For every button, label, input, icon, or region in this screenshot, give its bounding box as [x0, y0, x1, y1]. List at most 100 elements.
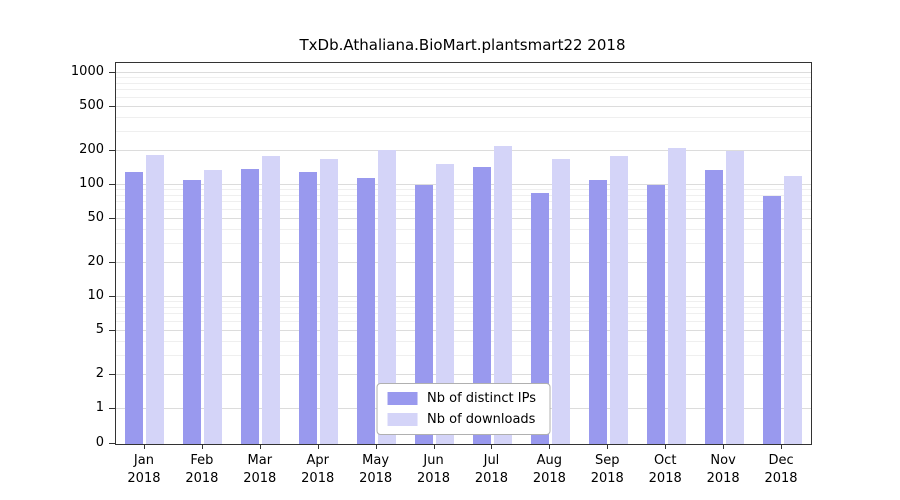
- x-tick-month: Aug: [536, 453, 563, 468]
- bar-downloads: [667, 147, 686, 444]
- bar-distinct-ips: [646, 185, 665, 444]
- x-tick-month: Apr: [306, 453, 329, 468]
- bar-downloads: [783, 176, 802, 444]
- bar-downloads: [204, 170, 223, 444]
- x-tick-year: 2018: [416, 471, 451, 486]
- x-tick-label: Mar 2018: [231, 452, 289, 488]
- y-tick-mark: [109, 72, 115, 73]
- x-tick-label: Sep 2018: [578, 452, 636, 488]
- major-gridline: [116, 72, 811, 73]
- bar-distinct-ips: [241, 168, 260, 444]
- major-gridline: [116, 262, 811, 264]
- plot-area: Nb of distinct IPs Nb of downloads: [115, 62, 812, 445]
- x-tick-label: Feb 2018: [173, 452, 231, 488]
- y-tick-mark: [109, 105, 115, 107]
- y-tick-mark: [109, 374, 115, 376]
- x-tick-label: Aug 2018: [520, 452, 578, 488]
- minor-gridline: [116, 242, 811, 244]
- minor-gridline: [116, 340, 811, 342]
- y-tick-label: 50: [87, 209, 104, 225]
- x-tick-label: Dec 2018: [752, 452, 810, 488]
- x-tick-year: 2018: [764, 471, 798, 486]
- x-tick-year: 2018: [127, 471, 161, 486]
- bar-downloads: [493, 145, 512, 444]
- x-tick-year: 2018: [706, 471, 740, 486]
- x-tick-mark: [317, 444, 319, 449]
- y-tick-label: 10: [87, 288, 104, 303]
- y-tick-label: 100: [79, 176, 104, 191]
- legend-label-distinct-ips: Nb of distinct IPs: [427, 391, 536, 406]
- y-tick-mark: [109, 296, 115, 297]
- x-tick-label: Oct 2018: [636, 452, 694, 488]
- x-tick-month: May: [362, 453, 390, 468]
- x-tick-month: Feb: [190, 453, 214, 468]
- minor-gridline: [116, 208, 811, 210]
- x-tick-mark: [549, 444, 551, 449]
- bar-downloads: [725, 151, 744, 444]
- x-tick-mark: [491, 444, 493, 449]
- bar-distinct-ips: [357, 178, 376, 444]
- y-tick-label: 5: [95, 321, 104, 337]
- y-tick-label: 1: [95, 400, 104, 415]
- x-tick-mark: [143, 444, 145, 449]
- bar-distinct-ips: [762, 195, 781, 444]
- minor-gridline: [116, 82, 811, 84]
- bar-distinct-ips: [704, 170, 723, 444]
- x-tick-mark: [375, 444, 377, 449]
- bar-downloads: [320, 159, 339, 444]
- y-tick-label: 1000: [70, 64, 104, 79]
- x-tick-year: 2018: [185, 471, 219, 486]
- x-tick-month: Jun: [423, 453, 444, 468]
- bar-downloads: [262, 156, 281, 444]
- y-tick-label: 0: [95, 435, 104, 450]
- minor-gridline: [116, 96, 811, 98]
- y-tick-label: 20: [87, 254, 104, 270]
- major-gridline: [116, 184, 811, 185]
- major-gridline: [116, 150, 811, 152]
- minor-gridline: [116, 354, 811, 356]
- y-tick-mark: [109, 443, 115, 444]
- x-tick-month: Sep: [595, 453, 620, 468]
- x-tick-year: 2018: [301, 471, 335, 486]
- y-tick-mark: [109, 262, 115, 264]
- x-tick-mark: [259, 444, 261, 449]
- major-gridline: [116, 374, 811, 376]
- legend-item-downloads: Nb of downloads: [387, 412, 536, 427]
- minor-gridline: [116, 201, 811, 203]
- major-gridline: [116, 329, 811, 331]
- bar-downloads: [551, 159, 570, 444]
- x-tick-month: Jul: [483, 453, 500, 468]
- bar-distinct-ips: [415, 185, 434, 444]
- bar-distinct-ips: [125, 172, 144, 444]
- x-tick-year: 2018: [648, 471, 682, 486]
- x-tick-mark: [665, 444, 667, 449]
- minor-gridline: [116, 130, 811, 132]
- minor-gridline: [116, 301, 811, 303]
- legend-swatch-distinct-ips: [387, 392, 418, 405]
- y-tick-mark: [109, 184, 115, 185]
- minor-gridline: [116, 189, 811, 191]
- x-tick-month: Mar: [247, 453, 273, 468]
- y-tick-mark: [109, 150, 115, 152]
- minor-gridline: [116, 89, 811, 91]
- legend-item-distinct-ips: Nb of distinct IPs: [387, 391, 536, 406]
- x-tick-year: 2018: [590, 471, 624, 486]
- minor-gridline: [116, 116, 811, 118]
- bar-downloads: [609, 156, 628, 444]
- y-tick-mark: [109, 217, 115, 219]
- x-tick-mark: [433, 444, 435, 449]
- x-tick-label: May 2018: [347, 452, 405, 488]
- bar-downloads: [378, 150, 397, 444]
- legend: Nb of distinct IPs Nb of downloads: [376, 383, 551, 435]
- x-tick-mark: [723, 444, 725, 449]
- bar-distinct-ips: [183, 180, 202, 444]
- major-gridline: [116, 296, 811, 297]
- y-tick-label: 2: [95, 366, 104, 382]
- bar-distinct-ips: [530, 192, 549, 444]
- x-tick-year: 2018: [243, 471, 277, 486]
- bar-downloads: [146, 155, 165, 444]
- bar-downloads: [436, 163, 455, 444]
- x-tick-year: 2018: [474, 471, 508, 486]
- minor-gridline: [116, 194, 811, 196]
